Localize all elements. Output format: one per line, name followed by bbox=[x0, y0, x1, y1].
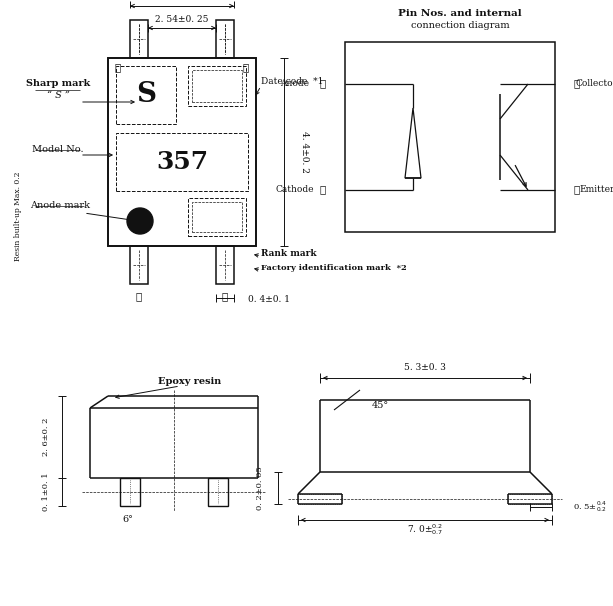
Text: “ S ”: “ S ” bbox=[47, 90, 69, 99]
Bar bbox=[192, 70, 242, 102]
Text: S: S bbox=[136, 81, 156, 108]
Bar bbox=[130, 246, 148, 284]
Bar bbox=[216, 20, 234, 58]
Text: ④: ④ bbox=[574, 79, 580, 88]
Text: Sharp mark: Sharp mark bbox=[26, 79, 90, 87]
Text: 0. 1±0. 1: 0. 1±0. 1 bbox=[42, 473, 50, 511]
Text: 45°: 45° bbox=[371, 401, 389, 410]
Text: ④: ④ bbox=[115, 64, 121, 73]
Text: 0. 2±0. 05: 0. 2±0. 05 bbox=[256, 466, 264, 510]
Bar bbox=[188, 198, 246, 236]
Text: 4. 4±0. 2: 4. 4±0. 2 bbox=[300, 131, 308, 173]
Text: Emitter: Emitter bbox=[579, 185, 613, 195]
Text: 0. 4±0. 1: 0. 4±0. 1 bbox=[248, 296, 290, 304]
Text: Pin Nos. and internal: Pin Nos. and internal bbox=[398, 10, 522, 19]
Text: ②: ② bbox=[320, 185, 326, 195]
Text: 6°: 6° bbox=[123, 516, 134, 525]
Text: 7. 0±$^{0.2}_{0.7}$: 7. 0±$^{0.2}_{0.7}$ bbox=[407, 522, 443, 538]
Bar bbox=[120, 478, 140, 506]
Text: 3. 6±0. 3: 3. 6±0. 3 bbox=[161, 0, 203, 1]
Text: Anode mark: Anode mark bbox=[30, 202, 90, 210]
Text: Anode: Anode bbox=[281, 79, 310, 88]
Bar bbox=[208, 478, 228, 506]
Bar bbox=[345, 42, 555, 232]
Text: Factory identification mark  *2: Factory identification mark *2 bbox=[261, 264, 407, 272]
Text: 5. 3±0. 3: 5. 3±0. 3 bbox=[404, 364, 446, 373]
Bar bbox=[508, 494, 552, 504]
Text: 2. 54±0. 25: 2. 54±0. 25 bbox=[155, 15, 209, 24]
Text: 2. 6±0. 2: 2. 6±0. 2 bbox=[42, 418, 50, 456]
Bar bbox=[188, 66, 246, 106]
Text: Collector: Collector bbox=[576, 79, 613, 88]
Text: Date code  *1: Date code *1 bbox=[261, 78, 324, 87]
Bar bbox=[216, 246, 234, 284]
Text: 357: 357 bbox=[156, 150, 208, 174]
Text: Rank mark: Rank mark bbox=[261, 250, 317, 259]
Text: ①: ① bbox=[136, 293, 142, 302]
Bar bbox=[108, 58, 256, 246]
Bar bbox=[192, 202, 242, 232]
Bar bbox=[116, 66, 176, 124]
Bar bbox=[116, 133, 248, 191]
Text: Model No.: Model No. bbox=[32, 145, 84, 155]
Bar bbox=[298, 494, 342, 504]
Bar bbox=[130, 20, 148, 58]
Text: ①: ① bbox=[320, 79, 326, 88]
Text: Cathode: Cathode bbox=[276, 185, 314, 195]
Text: ②: ② bbox=[222, 293, 228, 302]
Text: Epoxy resin: Epoxy resin bbox=[158, 378, 222, 387]
Text: ③: ③ bbox=[243, 64, 249, 73]
Text: 0. 5±$^{0.4}_{0.2}$: 0. 5±$^{0.4}_{0.2}$ bbox=[573, 499, 607, 514]
Text: Resin built-up Max. 0.2: Resin built-up Max. 0.2 bbox=[14, 171, 22, 261]
Text: connection diagram: connection diagram bbox=[411, 21, 509, 30]
Text: ③: ③ bbox=[574, 185, 580, 195]
Circle shape bbox=[127, 208, 153, 234]
